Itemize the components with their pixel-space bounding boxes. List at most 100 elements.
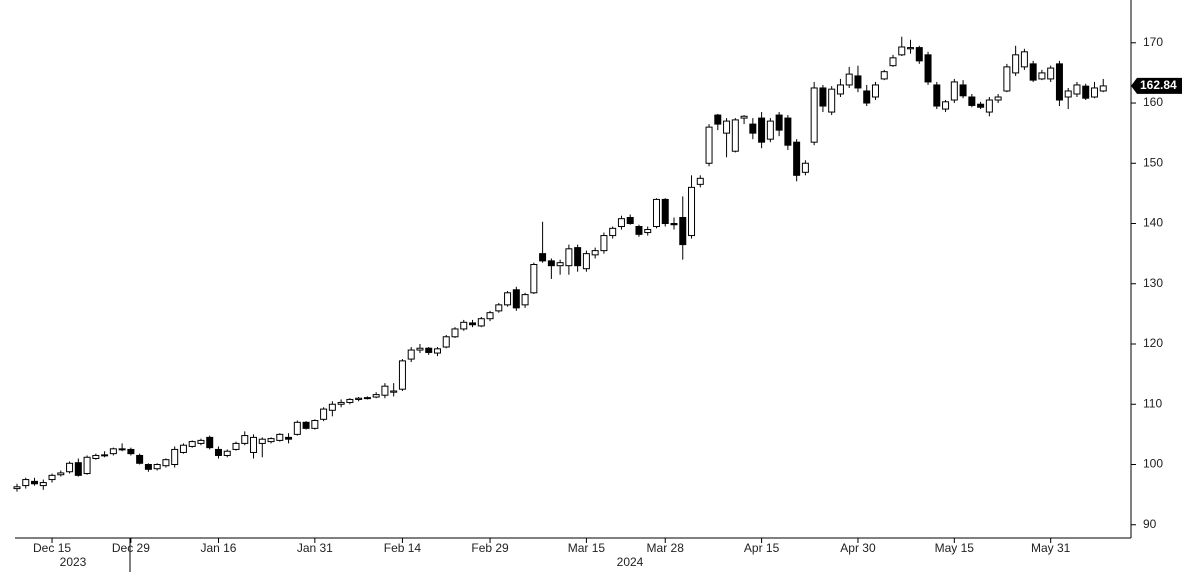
candle-body (1029, 63, 1037, 81)
candle-body (801, 162, 809, 173)
candle-body (547, 260, 555, 267)
candle-body (355, 397, 363, 400)
candle-body (460, 321, 468, 330)
candle-body (828, 88, 836, 113)
candle-body (214, 448, 222, 456)
candle-body (162, 459, 170, 467)
candle-body (171, 448, 179, 465)
candle-body (775, 114, 783, 131)
candle-body (1003, 66, 1011, 92)
candle-body (617, 218, 625, 228)
candle-body (714, 114, 722, 125)
candle-body (1012, 54, 1020, 74)
candle-body (363, 397, 371, 400)
y-tick-label: 90 (1143, 517, 1157, 531)
candle-body (942, 101, 950, 110)
candle-body (574, 247, 582, 267)
y-tick-label: 120 (1143, 336, 1163, 350)
candle-body (793, 141, 801, 176)
candle-body (521, 294, 529, 306)
candle-body (688, 186, 696, 237)
candle-body (276, 433, 284, 441)
candle-body (258, 438, 266, 444)
candle-body (959, 84, 967, 97)
candle-body (626, 216, 634, 225)
candle-body (609, 227, 617, 237)
candle-body (250, 436, 258, 453)
candle-body (486, 312, 494, 320)
candle-body (898, 46, 906, 56)
candle-body (136, 454, 144, 464)
candle-body (749, 123, 757, 134)
x-tick-label: Mar 15 (568, 541, 606, 555)
candle-body (293, 421, 301, 435)
y-tick-label: 140 (1143, 216, 1163, 230)
candle-body (679, 216, 687, 246)
candle-body (320, 408, 328, 420)
x-tick-label: May 15 (935, 541, 975, 555)
candle-body (512, 289, 520, 309)
candle-body (591, 250, 599, 256)
candle-body (968, 96, 976, 106)
candle-body (652, 198, 660, 228)
candle-body (661, 198, 669, 225)
candle-body (635, 226, 643, 235)
candle-body (83, 456, 91, 475)
candle-body (731, 119, 739, 152)
candle-body (582, 253, 590, 270)
candle-body (723, 120, 731, 134)
x-tick-label: Feb 14 (384, 541, 422, 555)
candle-body (871, 84, 879, 98)
candle-body (451, 328, 459, 338)
candle-body (31, 480, 39, 485)
candle-body (477, 318, 485, 327)
candle-body (302, 421, 310, 429)
x-tick-label: Mar 28 (647, 541, 685, 555)
candle-body (407, 349, 415, 360)
candle-body (854, 75, 862, 89)
candle-body (985, 99, 993, 113)
candle-body (179, 444, 187, 453)
x-tick-label: Apr 30 (840, 541, 876, 555)
candle-body (144, 463, 152, 470)
candle-body (758, 117, 766, 143)
candle-body (328, 403, 336, 411)
candle-body (153, 463, 161, 470)
candle-body (933, 84, 941, 107)
candle-body (495, 304, 503, 312)
candle-body (915, 47, 923, 62)
x-tick-label: Dec 29 (112, 541, 150, 555)
candle-body (784, 117, 792, 146)
candle-body (101, 454, 109, 457)
candle-body (57, 472, 65, 476)
candle-body (241, 435, 249, 444)
candle-body (845, 73, 853, 86)
candle-body (39, 482, 47, 487)
candle-body (539, 253, 547, 262)
candle-body (416, 347, 424, 351)
y-tick-label: 160 (1143, 95, 1163, 109)
last-price-label: 162.84 (1140, 78, 1177, 92)
candle-body (810, 87, 818, 143)
candle-body (766, 120, 774, 140)
candle-body (390, 390, 398, 393)
candle-body (740, 115, 748, 119)
candle-body (1064, 90, 1072, 98)
candle-body (1073, 84, 1081, 95)
candle-body (337, 401, 345, 405)
y-tick-label: 130 (1143, 276, 1163, 290)
candle-body (1082, 85, 1090, 99)
candle-body (644, 229, 652, 234)
candle-body (127, 448, 135, 455)
candle-body (836, 84, 844, 95)
candle-body (372, 394, 380, 398)
candle-body (118, 448, 126, 451)
candle-body (696, 177, 704, 185)
x-tick-label: Dec 15 (33, 541, 71, 555)
candle-body (889, 57, 897, 67)
y-tick-label: 150 (1143, 155, 1163, 169)
candle-body (197, 439, 205, 444)
x-tick-label: Jan 31 (297, 541, 333, 555)
candle-body (950, 81, 958, 101)
